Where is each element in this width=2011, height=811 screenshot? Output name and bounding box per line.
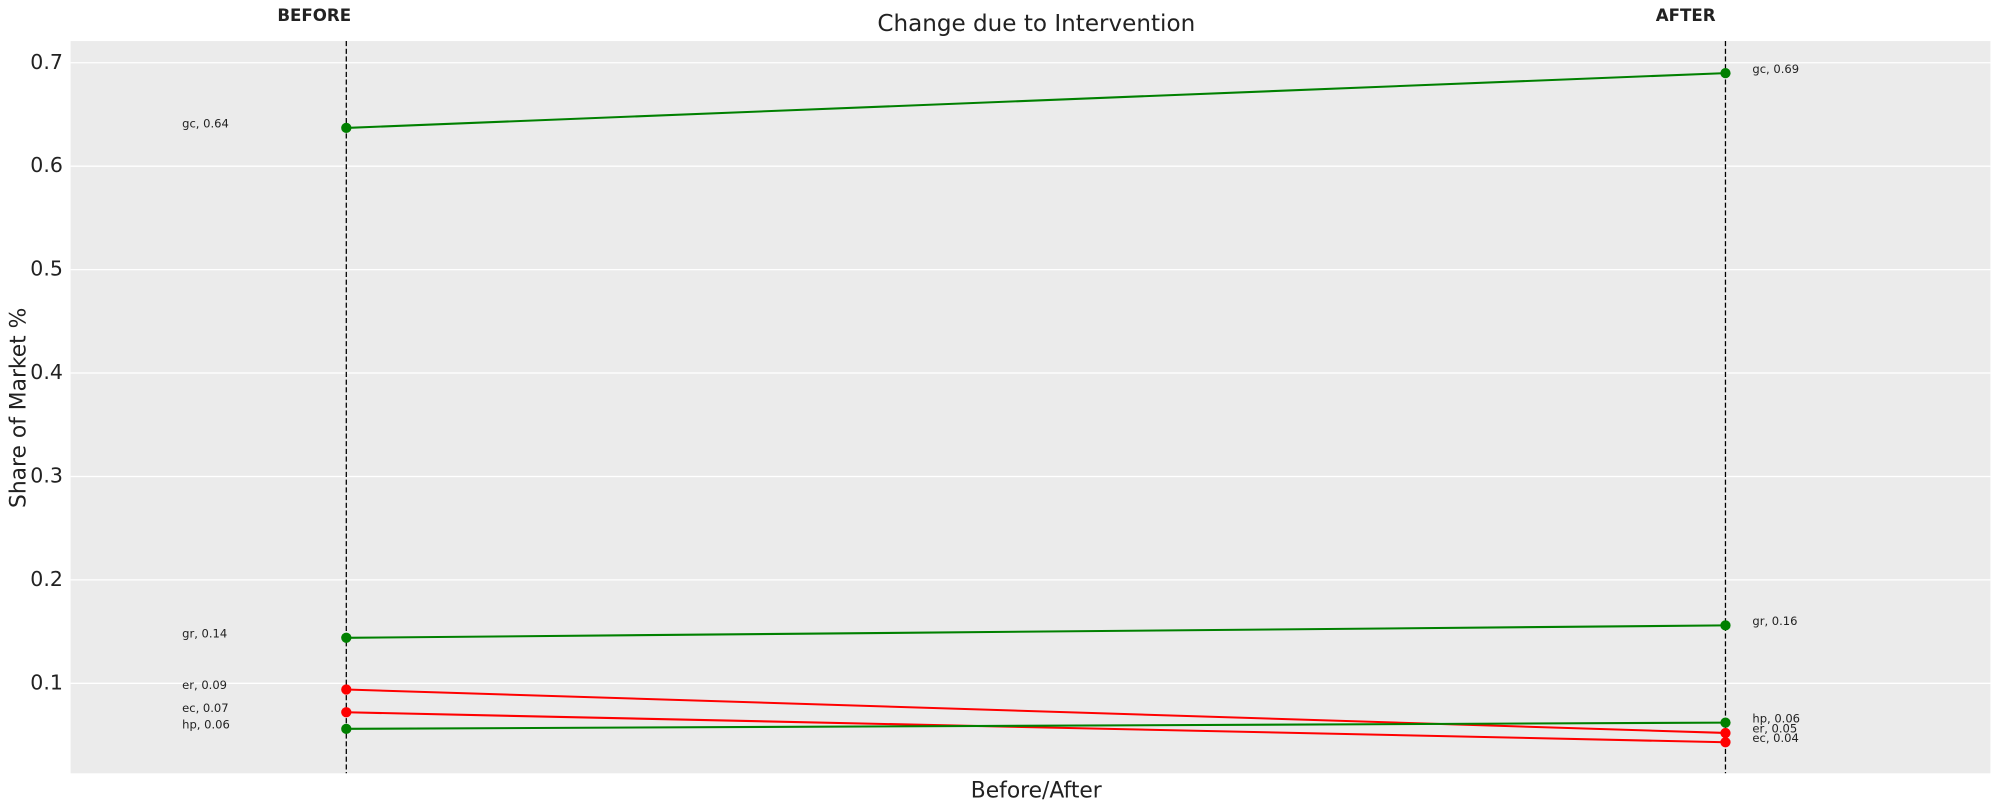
slope-line bbox=[346, 72, 1726, 129]
category-label: AFTER bbox=[1656, 6, 1716, 25]
point bbox=[1720, 717, 1731, 728]
y-tick-label: 0.3 bbox=[30, 463, 63, 487]
y-tick-label: 0.2 bbox=[30, 567, 63, 591]
point bbox=[341, 684, 352, 695]
y-axis-label: Share of Market % bbox=[6, 308, 31, 508]
point bbox=[1720, 67, 1731, 79]
value-label: hp, 0.06 bbox=[1752, 711, 1800, 725]
slope-line bbox=[346, 624, 1726, 639]
plot-area bbox=[70, 41, 1991, 774]
point bbox=[341, 632, 352, 643]
y-tick-label: 0.4 bbox=[30, 360, 63, 384]
value-label: hp, 0.06 bbox=[182, 717, 230, 731]
point bbox=[341, 122, 352, 134]
value-label: gc, 0.64 bbox=[182, 117, 229, 131]
chart-title: Change due to Intervention bbox=[877, 11, 1195, 37]
value-label: gr, 0.14 bbox=[182, 626, 227, 640]
y-tick-label: 0.7 bbox=[30, 50, 63, 74]
value-label: gc, 0.69 bbox=[1752, 62, 1799, 76]
x-axis-label: Before/After bbox=[971, 778, 1102, 803]
value-label: ec, 0.07 bbox=[182, 701, 228, 715]
point bbox=[1720, 620, 1731, 631]
value-label: ec, 0.04 bbox=[1752, 731, 1798, 745]
category-label: BEFORE bbox=[277, 6, 351, 25]
point bbox=[341, 723, 352, 734]
y-tick-label: 0.6 bbox=[30, 153, 63, 177]
point bbox=[1720, 737, 1731, 748]
slope-line bbox=[346, 688, 1726, 734]
value-label: er, 0.05 bbox=[1752, 722, 1797, 736]
value-label: er, 0.09 bbox=[182, 678, 227, 692]
y-tick-label: 0.1 bbox=[30, 670, 63, 694]
slope-line bbox=[346, 711, 1726, 744]
y-tick-label: 0.5 bbox=[30, 257, 63, 281]
slope-line bbox=[346, 721, 1726, 730]
value-label: gr, 0.16 bbox=[1752, 614, 1797, 628]
point bbox=[341, 707, 352, 718]
point bbox=[1720, 727, 1731, 739]
